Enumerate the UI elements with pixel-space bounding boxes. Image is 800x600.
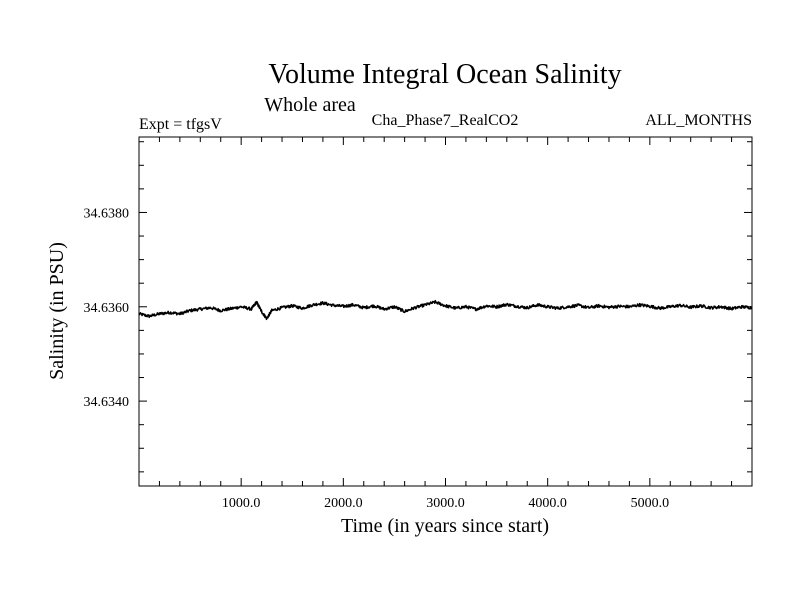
y-tick-label: 34.6360 [84,301,130,316]
run-label: Cha_Phase7_RealCO2 [372,112,519,129]
series-group [138,299,753,321]
experiment-label: Expt = tfgsV [139,116,222,133]
x-axis-label: Time (in years since start) [341,515,549,537]
x-tick-label: 3000.0 [426,496,465,511]
axis-ticks: 1000.0 2000.0 3000.0 4000.0 5000.0 34.6380 34.… [84,137,752,511]
y-tick-label: 34.6380 [84,206,130,221]
x-tick-label: 1000.0 [222,496,261,511]
x-tick-label: 5000.0 [631,496,670,511]
y-axis-label: Salinity (in PSU) [46,242,68,380]
chart-subtitle: Whole area [264,94,356,116]
period-label: ALL_MONTHS [645,112,752,129]
plot-frame [138,136,753,487]
salinity-series-line [138,299,753,321]
chart-title: Volume Integral Ocean Salinity [268,59,621,90]
y-tick-label: 34.6340 [84,395,130,410]
x-tick-label: 4000.0 [528,496,567,511]
x-tick-label: 2000.0 [324,496,363,511]
